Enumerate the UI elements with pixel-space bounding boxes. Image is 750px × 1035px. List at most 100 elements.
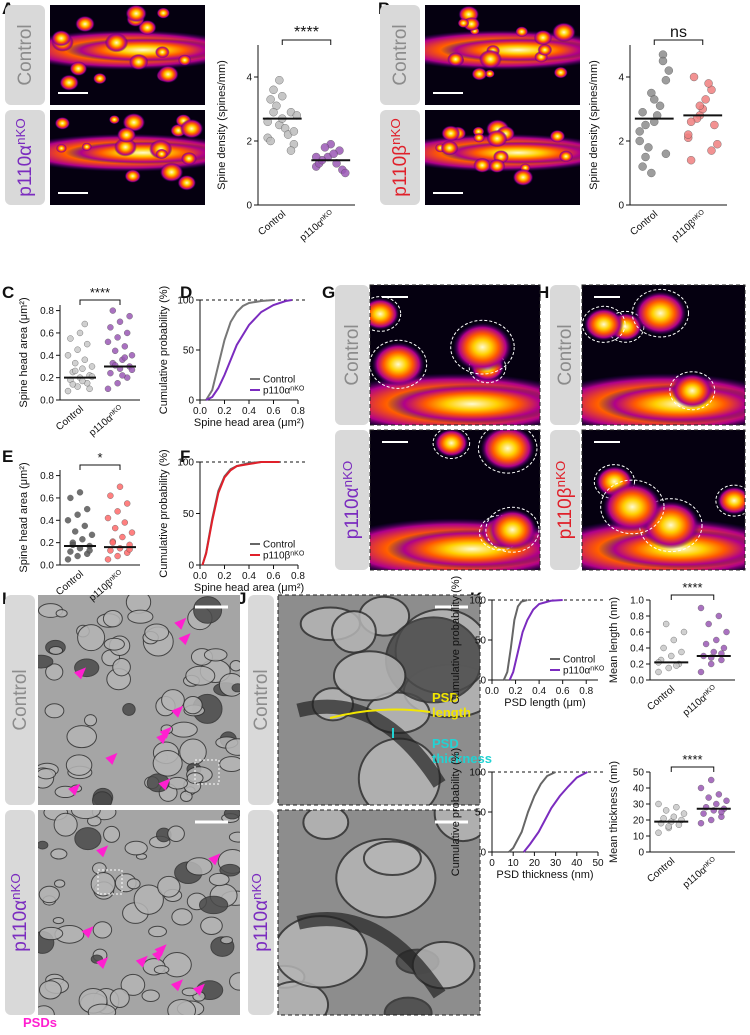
y-tick-label: 100 — [177, 296, 194, 307]
membrane — [38, 885, 60, 904]
x-axis-label: PSD length (μm) — [504, 697, 586, 709]
membrane — [179, 738, 207, 766]
image-label: Control — [390, 24, 411, 85]
image-label-main: p110β — [390, 145, 411, 197]
x-tick-label: 0.8 — [579, 686, 593, 697]
psd-arrow — [96, 957, 109, 970]
data-point — [114, 334, 121, 341]
x-tick-label-sup: nKO — [108, 403, 124, 418]
spine — [603, 482, 662, 532]
membrane — [228, 831, 240, 843]
image-label-main: p110α — [251, 900, 272, 952]
data-point — [710, 120, 719, 130]
y-axis-label: Cumulative probability (%) — [158, 449, 170, 577]
data-point — [88, 531, 96, 539]
x-tick-label: p110αnKO — [298, 208, 337, 243]
x-tick-label: 0.2 — [218, 406, 232, 417]
x-axis-label: PSD thickness (nm) — [496, 869, 593, 881]
data-point — [684, 130, 693, 139]
x-tick-label: 0.8 — [291, 571, 305, 582]
legend-label-main: Control — [263, 375, 295, 386]
data-point — [723, 628, 730, 636]
x-tick-label: 20 — [529, 858, 541, 869]
membrane — [71, 810, 101, 820]
data-point — [678, 648, 685, 656]
data-point — [650, 95, 659, 104]
membrane — [38, 1005, 55, 1015]
membrane — [219, 863, 240, 877]
x-axis-label: Spine head area (μm²) — [194, 582, 304, 594]
spine-outline — [631, 288, 689, 338]
label-box — [380, 110, 420, 205]
y-tick-label: 100 — [469, 596, 486, 607]
spine — [473, 157, 492, 173]
significance: **** — [294, 24, 319, 41]
data-point — [114, 552, 121, 560]
spine — [537, 43, 553, 56]
data-point — [79, 536, 86, 543]
membrane — [229, 660, 240, 672]
x-tick-label: 0.0 — [193, 406, 207, 417]
frame — [581, 429, 746, 571]
data-point — [655, 101, 665, 111]
membrane — [50, 848, 68, 860]
membrane — [185, 857, 213, 876]
data-point — [644, 143, 653, 152]
y-tick-label: 0 — [188, 561, 194, 572]
data-point — [289, 127, 299, 136]
image-label: Control — [342, 324, 363, 385]
data-point — [660, 815, 667, 822]
zoom-box — [97, 869, 123, 895]
image-label: p110αnKO — [340, 461, 363, 539]
x-tick-label-sup: nKO — [702, 855, 718, 870]
spine — [75, 15, 95, 33]
image-label: Control — [15, 24, 36, 85]
data-point — [647, 168, 656, 178]
data-point — [718, 656, 725, 664]
y-tick-label: 0.4 — [40, 516, 54, 527]
y-tick-label: 50 — [475, 808, 487, 819]
spine-outline — [715, 484, 745, 517]
spine — [515, 26, 529, 38]
y-axis-label: Mean length (nm) — [608, 597, 620, 683]
data-point — [107, 547, 114, 554]
spine — [179, 118, 204, 139]
image-label-main: p110α — [342, 487, 363, 539]
psd-arrow — [208, 853, 221, 866]
legend-label-main: p110β — [263, 551, 291, 562]
annotation: PSD — [432, 736, 459, 751]
y-tick-label: 100 — [469, 768, 486, 779]
spine-outline — [669, 371, 716, 411]
data-point — [107, 369, 114, 377]
spine — [125, 5, 147, 23]
micrograph — [50, 5, 205, 105]
data-point — [123, 329, 131, 337]
membrane — [109, 988, 130, 1008]
data-point — [680, 628, 688, 636]
cumulative-line — [502, 599, 528, 681]
image-label-main: Control — [10, 669, 31, 730]
panel-letter: F — [180, 447, 190, 466]
data-point — [697, 668, 705, 676]
data-point — [707, 146, 716, 155]
image-label-main: p110α — [10, 900, 31, 952]
y-axis-label: Spine head area (μm²) — [18, 462, 30, 572]
membrane — [38, 768, 57, 780]
psd-arrow — [171, 705, 184, 718]
psd-arrow — [158, 778, 171, 791]
label-box — [380, 5, 420, 105]
significance-bracket — [670, 766, 715, 772]
data-point — [320, 143, 330, 152]
x-tick-label: 0.6 — [556, 686, 570, 697]
dendrite — [387, 384, 540, 424]
membrane — [167, 825, 185, 842]
spine — [549, 129, 566, 143]
psd-arrow — [105, 752, 118, 765]
membrane — [229, 972, 240, 991]
data-point — [71, 528, 79, 535]
membrane — [45, 663, 64, 681]
membrane — [39, 926, 64, 941]
data-point — [700, 810, 707, 817]
micrograph — [425, 5, 580, 105]
frame — [369, 429, 541, 571]
